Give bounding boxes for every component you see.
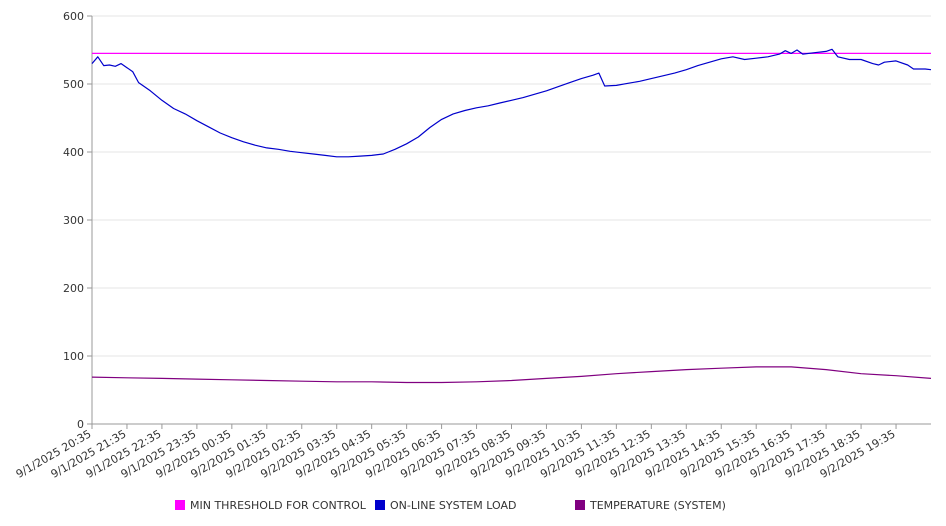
gridlines bbox=[92, 15, 931, 357]
series-line-1 bbox=[91, 48, 932, 158]
x-tick-labels: 9/1/2025 20:359/1/2025 21:359/1/2025 22:… bbox=[14, 427, 898, 481]
y-tick-label: 300 bbox=[63, 214, 84, 227]
y-tick-label: 0 bbox=[77, 418, 84, 431]
y-tick-label: 500 bbox=[63, 78, 84, 91]
legend-label: ON-LINE SYSTEM LOAD bbox=[390, 499, 516, 512]
legend: MIN THRESHOLD FOR CONTROL ON-LINE SYSTEM … bbox=[175, 499, 726, 512]
y-tick-label: 600 bbox=[63, 10, 84, 23]
legend-swatch bbox=[575, 500, 585, 510]
legend-swatch bbox=[375, 500, 385, 510]
legend-label: MIN THRESHOLD FOR CONTROL bbox=[190, 499, 367, 512]
y-tick-label: 200 bbox=[63, 282, 84, 295]
series-line-2 bbox=[91, 366, 932, 384]
series-lines bbox=[91, 48, 932, 384]
y-tick-labels: 0 100 200 300 400 500 600 bbox=[63, 10, 84, 431]
y-tick-label: 100 bbox=[63, 350, 84, 363]
axes bbox=[87, 15, 931, 429]
legend-label: TEMPERATURE (SYSTEM) bbox=[589, 499, 726, 512]
y-tick-label: 400 bbox=[63, 146, 84, 159]
legend-swatch bbox=[175, 500, 185, 510]
